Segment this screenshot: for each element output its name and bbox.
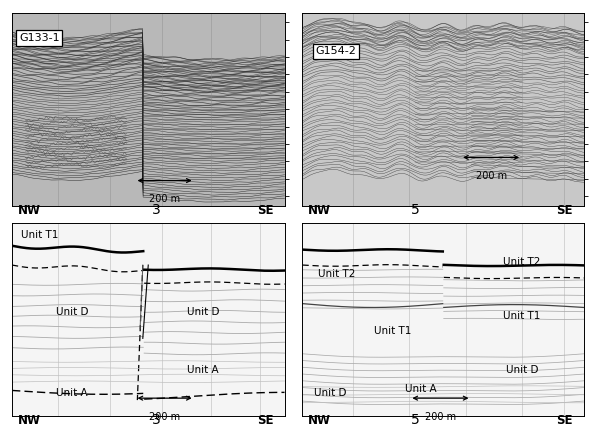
Text: Unit T1: Unit T1 [374, 326, 412, 337]
Text: 200 m: 200 m [149, 194, 180, 204]
Text: Unit A: Unit A [405, 385, 437, 394]
Text: Unit T1: Unit T1 [503, 311, 541, 321]
Text: SE: SE [556, 204, 573, 217]
Text: NW: NW [17, 204, 40, 217]
Text: SE: SE [257, 204, 274, 217]
Text: SE: SE [556, 414, 573, 424]
Text: Unit D: Unit D [314, 388, 347, 398]
Text: Unit T2: Unit T2 [503, 257, 541, 267]
Text: 5: 5 [411, 203, 419, 217]
Text: 200 m: 200 m [425, 412, 456, 421]
Text: 200 m: 200 m [149, 412, 180, 421]
Text: G133-1: G133-1 [19, 33, 59, 43]
Text: 3: 3 [152, 413, 161, 424]
Text: Unit D: Unit D [186, 307, 219, 317]
Text: NW: NW [17, 414, 40, 424]
Text: NW: NW [308, 414, 331, 424]
Text: 200 m: 200 m [476, 171, 507, 181]
Text: Unit D: Unit D [56, 307, 88, 317]
Text: G154-2: G154-2 [316, 46, 357, 56]
Text: NW: NW [308, 204, 331, 217]
Text: SE: SE [257, 414, 274, 424]
Text: Unit A: Unit A [187, 365, 219, 375]
Text: Unit T2: Unit T2 [317, 269, 355, 279]
Text: Unit D: Unit D [506, 365, 539, 375]
Text: Unit A: Unit A [56, 388, 87, 398]
Text: 5: 5 [411, 413, 419, 424]
Text: 3: 3 [152, 203, 161, 217]
Text: Unit T1: Unit T1 [20, 230, 58, 240]
